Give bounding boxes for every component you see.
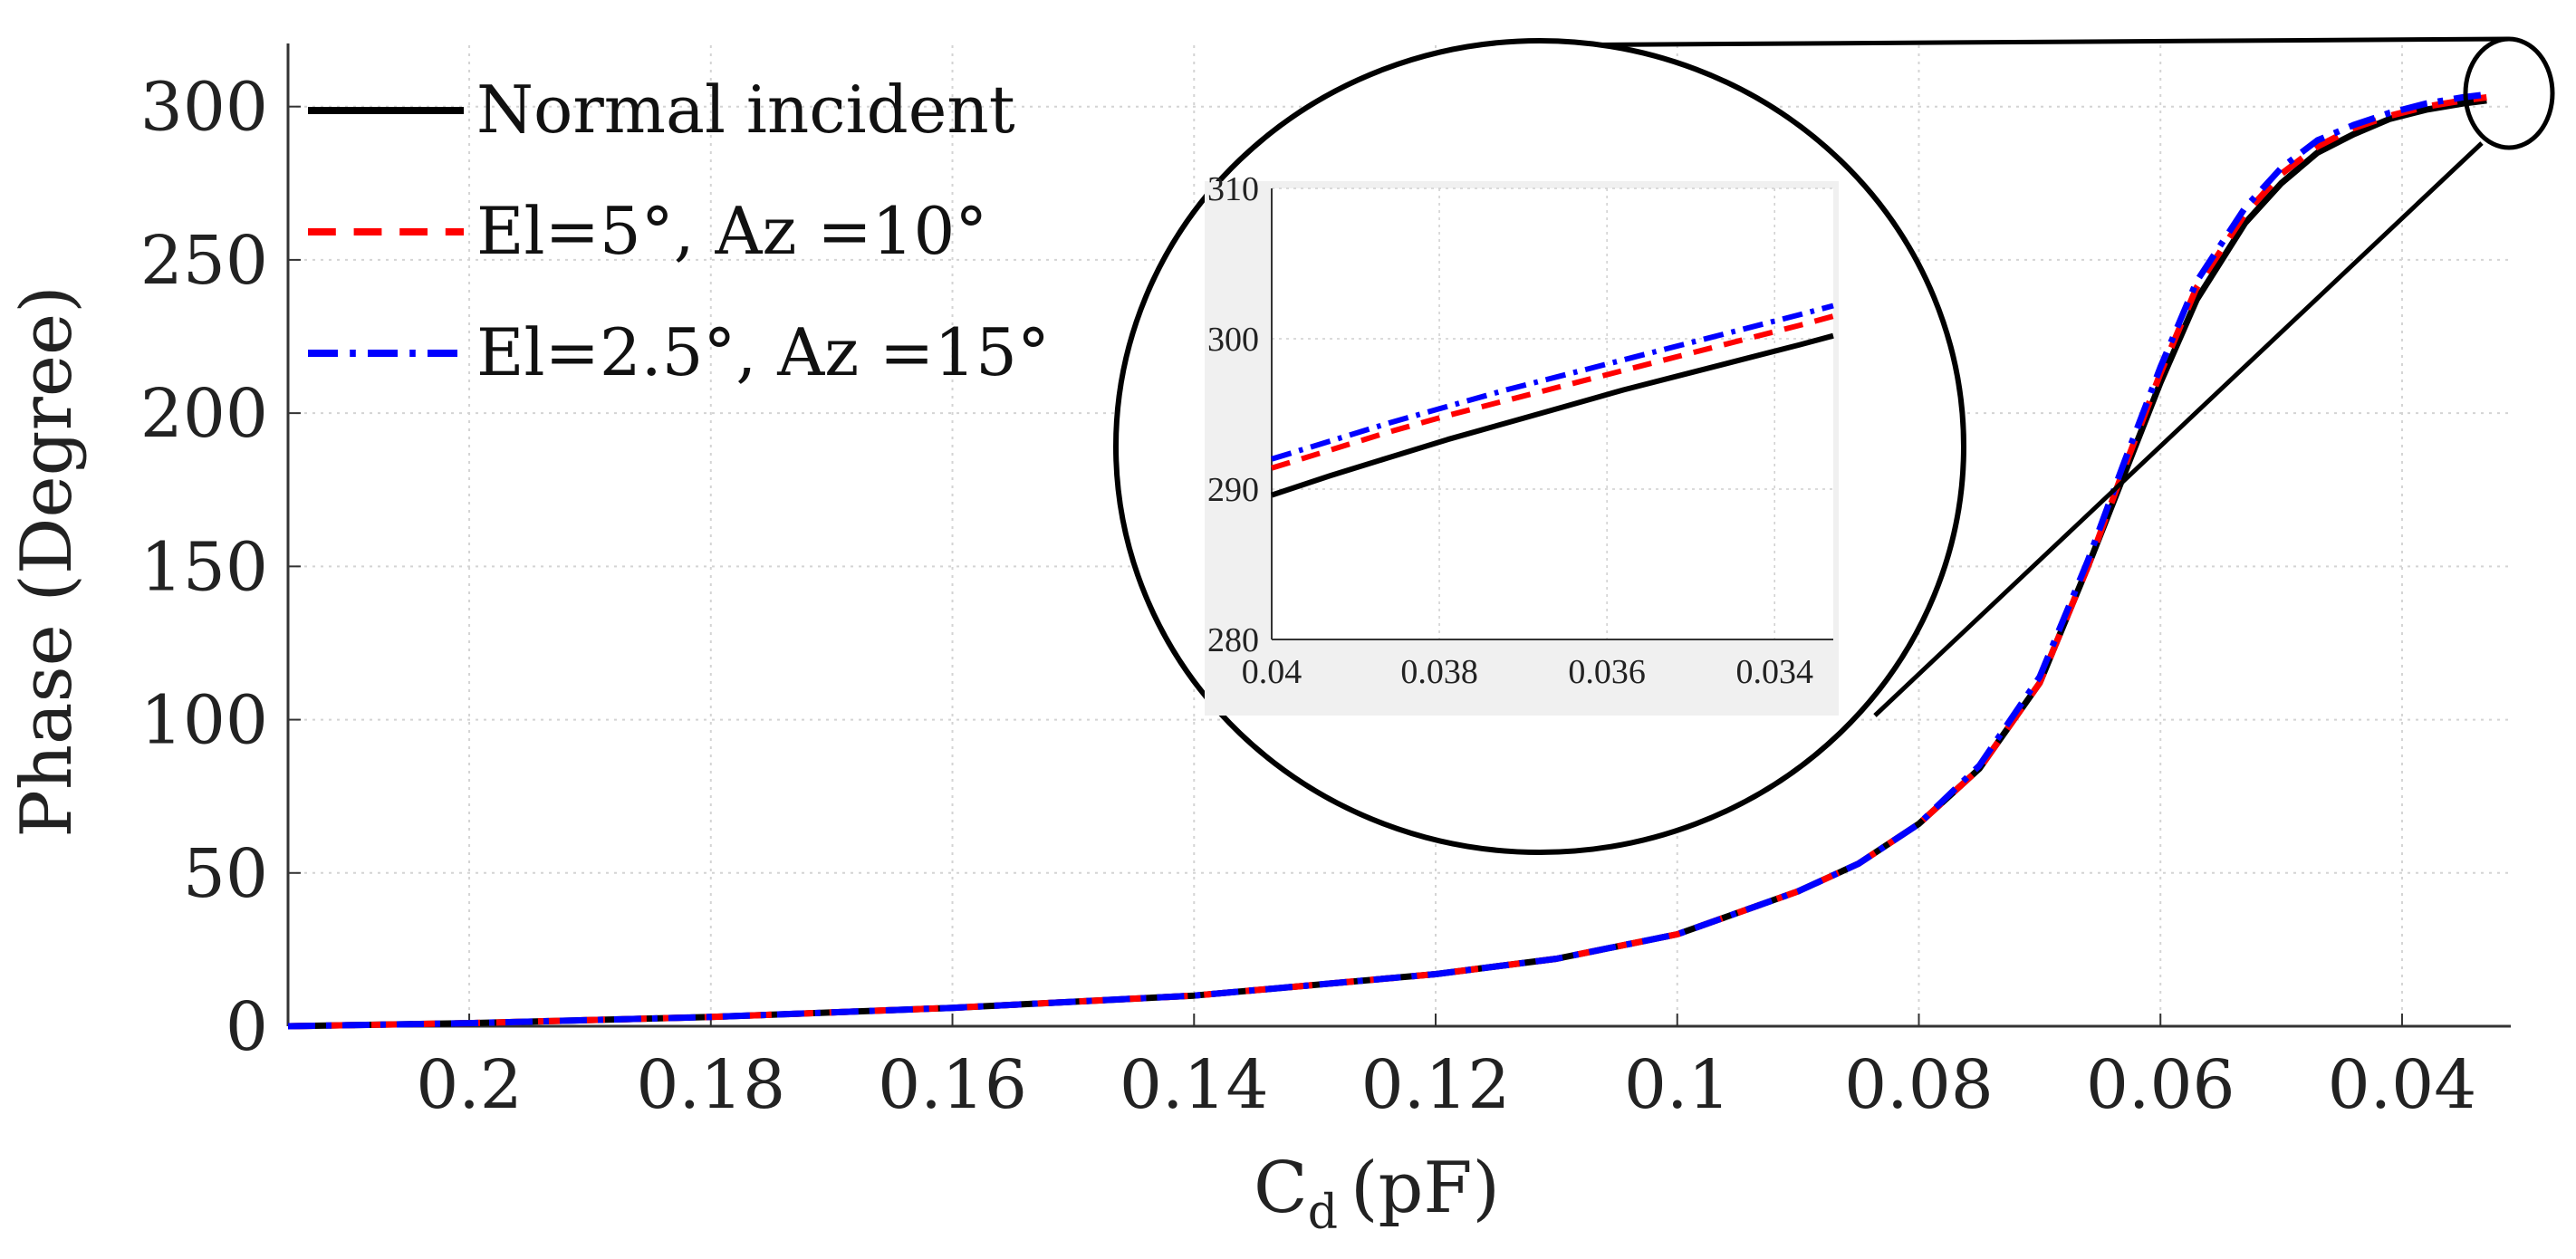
- inset-x-tick-label: 0.04: [1242, 653, 1302, 691]
- inset-y-tick-label: 280: [1207, 621, 1259, 659]
- zoom-inset: 0.04 0.038 0.036 0.034 280 290 300 310: [1113, 38, 1966, 855]
- x-axis-title: Cd (pF): [1254, 1148, 1500, 1240]
- x-tick-label: 0.1: [1624, 1046, 1731, 1124]
- inset-series-line: [1271, 303, 1834, 462]
- main-series: [287, 91, 2487, 1030]
- x-tick-label: 0.12: [1361, 1046, 1511, 1124]
- y-tick-label: 250: [140, 222, 268, 300]
- x-tick-label: 0.18: [636, 1046, 785, 1124]
- y-axis-title: Phase (Degree): [6, 285, 88, 837]
- main-ticks: 0.2 0.18 0.16 0.14 0.12 0.1 0.08 0.06 0.04 0 50 100…: [140, 69, 2477, 1124]
- axis-labels: Phase (Degree) Cd (pF): [6, 285, 1500, 1240]
- legend: Normal incident El=5°, Az =10° El=2.5°, Az…: [308, 72, 1050, 390]
- inset-x-tick-label: 0.036: [1568, 653, 1646, 691]
- y-tick-label: 50: [183, 835, 268, 913]
- legend-label: El=5°, Az =10°: [476, 193, 987, 269]
- y-tick-label: 150: [140, 528, 268, 606]
- x-axis-title-main: C: [1254, 1148, 1308, 1229]
- y-tick-label: 300: [140, 69, 268, 147]
- inset-x-tick-label: 0.038: [1400, 653, 1478, 691]
- y-tick-label: 100: [140, 682, 268, 760]
- x-tick-label: 0.2: [416, 1046, 523, 1124]
- x-tick-label: 0.04: [2328, 1046, 2477, 1124]
- zoom-guides: [1521, 36, 2555, 717]
- x-axis-title-subscript: d: [1308, 1186, 1338, 1240]
- inset-y-tick-label: 310: [1207, 170, 1259, 208]
- y-tick-label: 0: [226, 988, 268, 1066]
- inset-y-tick-label: 290: [1207, 471, 1259, 509]
- inset-series-line: [1271, 332, 1834, 498]
- x-tick-label: 0.06: [2086, 1046, 2235, 1124]
- x-axis-title-unit: (pF): [1350, 1148, 1500, 1229]
- legend-label: El=2.5°, Az =15°: [476, 314, 1050, 390]
- inset-y-tick-label: 300: [1207, 321, 1259, 359]
- series-line: [287, 91, 2487, 1030]
- legend-label: Normal incident: [476, 72, 1015, 148]
- zoom-guide-bottom: [1873, 141, 2484, 717]
- y-tick-label: 200: [140, 375, 268, 453]
- inset-x-tick-label: 0.034: [1735, 653, 1813, 691]
- zoom-guide-top: [1521, 36, 2510, 48]
- x-tick-label: 0.08: [1844, 1046, 1994, 1124]
- x-tick-label: 0.16: [878, 1046, 1027, 1124]
- x-tick-label: 0.14: [1120, 1046, 1269, 1124]
- main-axes: [286, 43, 2511, 1028]
- inset-series-line: [1271, 313, 1834, 471]
- inset-plot-area: [1272, 188, 1833, 639]
